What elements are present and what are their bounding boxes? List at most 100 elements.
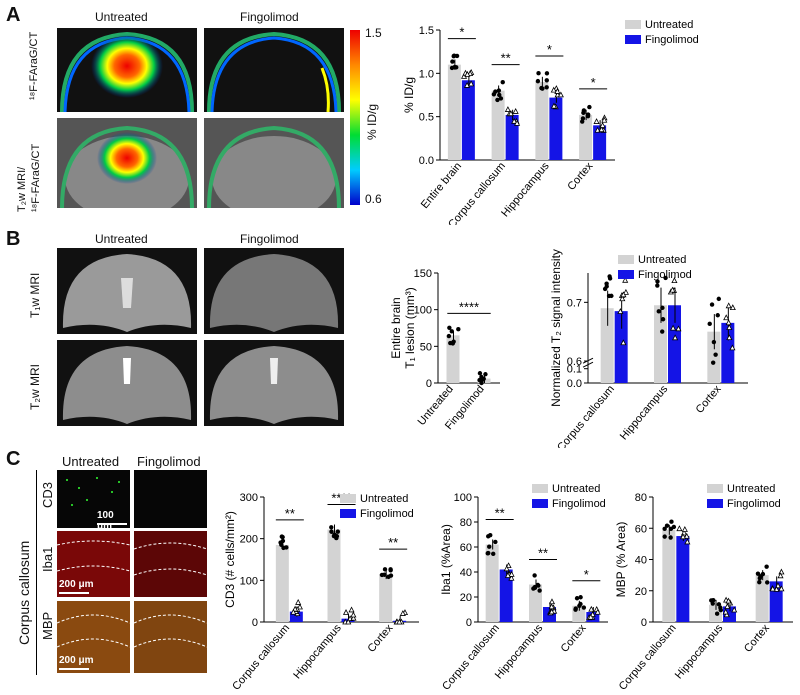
data-point — [554, 87, 561, 94]
legend-label: Fingolimod — [360, 508, 414, 520]
data-point — [724, 603, 731, 609]
c-scale1: 100 μm — [97, 510, 114, 528]
c-mbp-untreated-drawing — [57, 614, 130, 648]
data-point — [578, 595, 583, 600]
legend-swatch — [707, 499, 723, 508]
c-col-fingolimod: Fingolimod — [137, 454, 201, 469]
c-row3-label: MBP — [40, 611, 55, 640]
data-point — [290, 608, 297, 615]
data-point — [512, 107, 519, 114]
data-point — [726, 334, 733, 341]
legend-swatch — [625, 20, 641, 29]
bar — [499, 569, 513, 622]
x-tick-label: Corpus callosum — [555, 383, 617, 448]
data-point — [544, 85, 549, 90]
y-tick-label: 100 — [454, 492, 472, 504]
significance-label: ** — [501, 51, 511, 66]
data-point — [585, 112, 591, 117]
data-point — [664, 523, 670, 528]
data-point — [493, 89, 498, 94]
data-point — [594, 126, 601, 133]
data-point — [660, 305, 665, 311]
b-t2-untreated-image — [57, 340, 197, 426]
c-mbp-untreated-image: 200 μm — [57, 601, 130, 673]
legend-label: Fingolimod — [727, 498, 781, 510]
data-point — [450, 59, 455, 64]
data-point — [710, 360, 716, 365]
a-row1-label: ¹⁸F-FAraG/CT — [28, 31, 40, 100]
c-col-untreated: Untreated — [62, 454, 120, 469]
data-point — [507, 110, 514, 117]
data-point — [448, 340, 453, 346]
a-pet-ct-untreated-drawing — [60, 31, 194, 112]
y-axis-label: CD3 (# cells/mm²) — [223, 511, 237, 608]
data-point — [493, 539, 498, 545]
data-point — [504, 572, 512, 578]
bar — [676, 536, 690, 622]
data-point — [454, 53, 460, 59]
data-point — [329, 525, 334, 530]
data-point — [663, 275, 668, 281]
colorbar-min: 0.6 — [365, 192, 382, 206]
y-tick-label: 100 — [414, 305, 432, 317]
y-axis-label: % ID/g — [402, 77, 416, 113]
b-t1-untreated-drawing — [62, 254, 192, 332]
data-point — [662, 526, 667, 531]
data-point — [536, 583, 541, 588]
data-point — [769, 585, 776, 592]
significance-label: ** — [538, 546, 548, 561]
data-point — [550, 86, 557, 93]
data-point — [504, 106, 511, 112]
legend-swatch — [340, 494, 356, 503]
data-point — [296, 603, 303, 610]
data-point — [514, 119, 521, 126]
x-tick-label: Corpus callosum — [617, 622, 679, 692]
data-point — [329, 529, 334, 534]
data-point — [672, 334, 679, 341]
data-point — [477, 371, 483, 376]
bar — [668, 305, 681, 383]
legend-swatch — [707, 484, 723, 493]
data-point — [485, 551, 490, 556]
y-tick-label: 0 — [426, 378, 432, 390]
y-axis-label: MBP (% Area) — [615, 522, 628, 598]
data-point — [464, 81, 471, 88]
y-axis-label: Normalized T₂ signal intensity — [549, 249, 563, 407]
b-t1-untreated-image — [57, 248, 197, 334]
y-axis-label-1: Entire brain — [390, 297, 403, 358]
bar — [593, 125, 607, 160]
y-axis-label-2: T₁ lesion (mm³) — [403, 287, 417, 368]
c-cd3-fingolimod-image — [134, 470, 207, 528]
legend-label: Fingolimod — [638, 269, 692, 281]
data-point — [557, 91, 564, 98]
panel-letter-c: C — [6, 448, 21, 470]
b-col-fingolimod: Fingolimod — [240, 232, 299, 246]
data-point — [655, 279, 660, 284]
data-point — [573, 607, 578, 612]
data-point — [723, 314, 730, 321]
a-row2-label-2: ¹⁸F-FAraG/CT — [30, 143, 42, 212]
y-tick-label: 0.0 — [567, 378, 582, 390]
c-scale3: 200 μm — [59, 655, 94, 666]
b-row1-label: T₁w MRI — [28, 272, 42, 318]
significance-label: **** — [459, 299, 479, 314]
data-point — [619, 295, 626, 302]
x-tick-label: Cortex — [559, 622, 589, 655]
y-tick-label: 0 — [466, 617, 472, 629]
data-point — [495, 97, 500, 103]
bar — [614, 311, 628, 383]
data-point — [447, 325, 452, 331]
bar — [654, 305, 667, 383]
data-point — [620, 291, 627, 298]
data-point — [602, 286, 608, 292]
data-point — [660, 329, 665, 334]
data-point — [588, 605, 595, 612]
colorbar-unit: % ID/g — [365, 103, 379, 140]
data-point — [716, 296, 721, 302]
data-point — [498, 96, 504, 101]
bar — [327, 529, 341, 622]
data-point — [496, 88, 502, 93]
data-point — [488, 532, 493, 538]
legend-swatch — [340, 509, 356, 518]
